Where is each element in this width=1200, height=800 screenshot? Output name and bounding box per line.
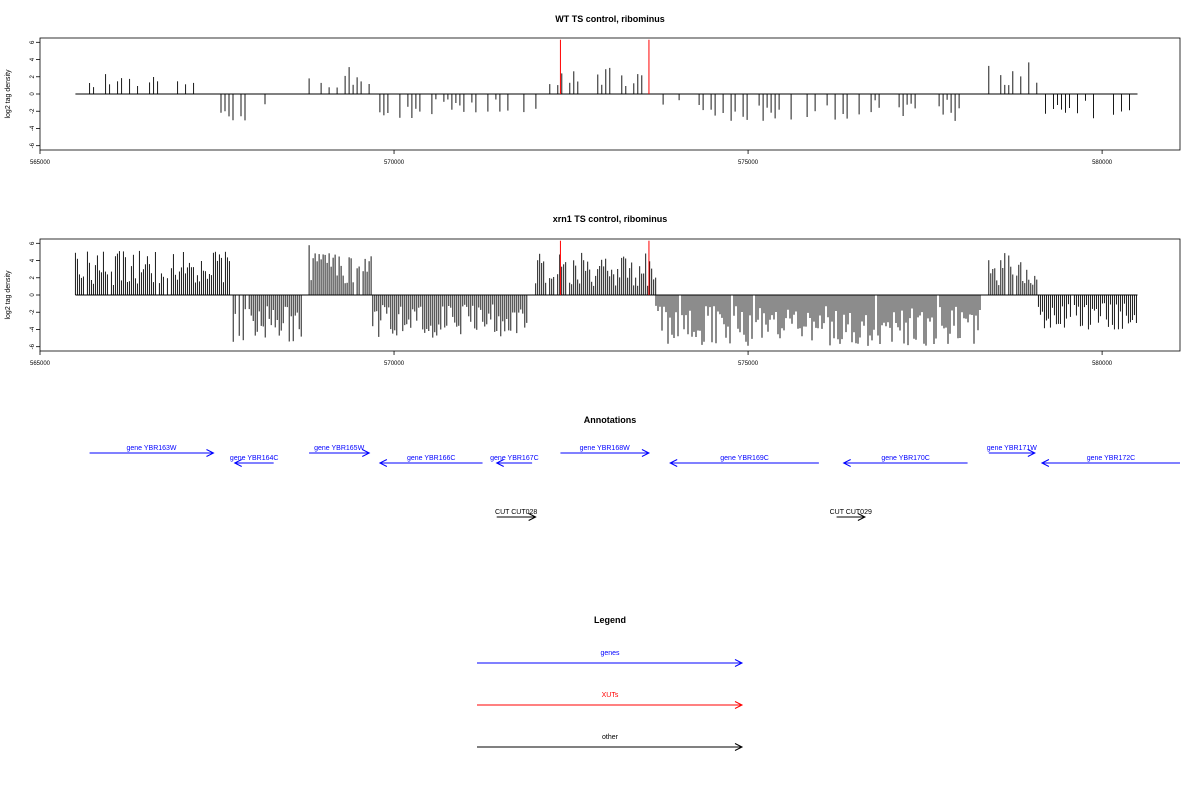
legend-entry-xuts: XUTs — [477, 692, 744, 709]
feature-cut-cut028: CUT CUT028 — [495, 509, 537, 521]
y-tick-label: 0 — [30, 293, 36, 297]
feature-gene-ybr167c: gene YBR167C — [490, 455, 539, 467]
feature-arrow-head — [528, 513, 537, 521]
y-tick-label: -6 — [30, 142, 36, 148]
legend-label: genes — [600, 650, 620, 657]
feature-label: CUT CUT028 — [495, 509, 537, 516]
y-tick-label: 2 — [30, 74, 36, 78]
feature-gene-ybr171w: gene YBR171W — [987, 445, 1037, 457]
x-tick-label: 580000 — [1092, 160, 1113, 166]
feature-label: gene YBR170C — [881, 455, 930, 462]
feature-gene-ybr163w: gene YBR163W — [89, 445, 215, 457]
feature-gene-ybr168w: gene YBR168W — [560, 445, 651, 457]
legend-arrow-head — [734, 743, 744, 751]
feature-gene-ybr169c: gene YBR169C — [669, 455, 819, 467]
x-tick-label: 580000 — [1092, 361, 1113, 367]
y-tick-label: -2 — [30, 108, 36, 114]
legend-entry-other: other — [477, 734, 744, 751]
feature-cut-cut029: CUT CUT029 — [830, 509, 872, 521]
legend-label: other — [602, 734, 619, 741]
feature-label: gene YBR171W — [987, 445, 1037, 452]
feature-arrow-head — [362, 449, 371, 457]
feature-gene-ybr165w: gene YBR165W — [309, 445, 371, 457]
feature-label: gene YBR172C — [1087, 455, 1136, 462]
legend-entry-genes: genes — [477, 650, 744, 667]
x-tick-label: 570000 — [384, 361, 405, 367]
y-tick-label: 6 — [30, 241, 36, 245]
feature-arrow-head — [233, 459, 242, 467]
y-tick-label: 6 — [30, 40, 36, 44]
feature-arrow-head — [495, 459, 504, 467]
y-tick-label: 2 — [30, 275, 36, 279]
y-tick-label: 4 — [30, 57, 36, 61]
feature-gene-ybr170c: gene YBR170C — [842, 455, 968, 467]
feature-gene-ybr164c: gene YBR164C — [230, 455, 279, 467]
feature-arrow-head — [641, 449, 651, 457]
y-tick-label: -2 — [30, 309, 36, 315]
feature-label: gene YBR168W — [580, 445, 630, 452]
feature-label: gene YBR164C — [230, 455, 279, 462]
feature-gene-ybr166c: gene YBR166C — [378, 455, 483, 467]
y-tick-label: -4 — [30, 326, 36, 332]
feature-arrow-head — [842, 459, 851, 467]
legend: Legend genes XUTs other — [477, 615, 744, 751]
y-axis-label: log2 tag density — [5, 270, 12, 320]
annotations-track: Annotations gene YBR163W gene YBR164C gene … — [89, 415, 1180, 521]
annotations-title: Annotations — [584, 415, 637, 425]
feature-arrow-head — [857, 513, 867, 521]
feature-arrow-head — [1040, 459, 1050, 467]
x-tick-label: 570000 — [384, 160, 405, 166]
feature-arrow-head — [206, 449, 215, 457]
legend-arrow-head — [734, 659, 744, 667]
feature-gene-ybr172c: gene YBR172C — [1040, 455, 1180, 467]
feature-label: CUT CUT029 — [830, 509, 872, 516]
x-tick-label: 575000 — [738, 160, 759, 166]
legend-title: Legend — [594, 615, 626, 625]
track-panel-2: xrn1 TS control, ribominus -6 -4 -2 0 2 4 6 log2… — [5, 214, 1181, 367]
panel-title: WT TS control, ribominus — [555, 14, 665, 24]
y-tick-label: 0 — [30, 92, 36, 96]
feature-label: gene YBR166C — [407, 455, 456, 462]
x-tick-label: 565000 — [30, 361, 51, 367]
density-spikes — [74, 245, 1137, 346]
feature-arrow-head — [669, 459, 678, 467]
feature-arrow-head — [378, 459, 388, 467]
x-tick-label: 575000 — [738, 361, 759, 367]
feature-label: gene YBR163W — [126, 445, 176, 452]
feature-label: gene YBR165W — [314, 445, 364, 452]
feature-label: gene YBR169C — [720, 455, 769, 462]
legend-arrow-head — [734, 701, 744, 709]
y-axis-label: log2 tag density — [5, 69, 12, 119]
legend-label: XUTs — [602, 692, 619, 699]
y-tick-label: 4 — [30, 258, 36, 262]
density-spikes — [89, 62, 1130, 121]
x-tick-label: 565000 — [30, 160, 51, 166]
feature-label: gene YBR167C — [490, 455, 539, 462]
y-tick-label: -4 — [30, 125, 36, 131]
feature-arrow-head — [1027, 449, 1036, 457]
track-panel-1: WT TS control, ribominus -6 -4 -2 0 2 4 6 log2 t… — [5, 14, 1181, 166]
panel-title: xrn1 TS control, ribominus — [553, 214, 668, 224]
y-tick-label: -6 — [30, 343, 36, 349]
